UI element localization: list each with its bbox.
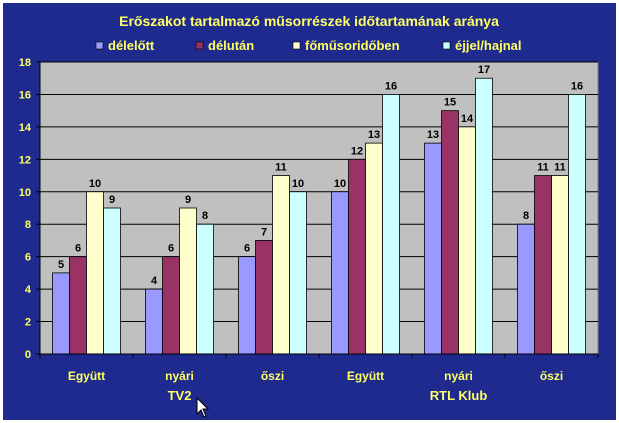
bar-2-1 <box>179 207 197 355</box>
legend-label: délután <box>208 38 254 53</box>
value-label: 13 <box>368 129 380 141</box>
legend-label: éjjel/hajnal <box>455 38 521 53</box>
value-label: 11 <box>554 162 566 174</box>
value-label: 9 <box>185 194 191 206</box>
x-tick-label: őszi <box>261 369 284 383</box>
value-label: 4 <box>151 275 158 287</box>
value-label: 6 <box>168 243 174 255</box>
bar-3-3 <box>382 94 400 355</box>
value-label: 12 <box>351 145 363 157</box>
bar-2-3 <box>365 142 383 355</box>
value-label: 16 <box>571 80 583 92</box>
bar-2-0 <box>86 191 104 355</box>
y-tick-label: 2 <box>25 317 31 329</box>
bar-1-2 <box>255 240 273 355</box>
bar-1-0 <box>69 256 87 355</box>
bar-3-1 <box>196 223 214 355</box>
y-tick-label: 0 <box>25 349 31 361</box>
bar-3-2 <box>289 191 307 355</box>
value-label: 13 <box>427 129 439 141</box>
y-tick-label: 14 <box>19 122 32 134</box>
value-label: 10 <box>292 178 304 190</box>
legend-swatch <box>292 41 301 50</box>
legend-label: délelőtt <box>108 38 155 53</box>
bar-1-3 <box>348 158 366 355</box>
group-label: RTL Klub <box>430 388 488 403</box>
value-label: 10 <box>89 178 101 190</box>
group-label: TV2 <box>168 388 192 403</box>
x-tick-label: őszi <box>540 369 563 383</box>
bar-0-3 <box>331 191 349 355</box>
bar-3-4 <box>475 77 493 355</box>
bar-1-4 <box>441 110 459 355</box>
legend: délelőtt délután főműsoridőben éjjel/hajnal <box>95 38 521 53</box>
value-label: 6 <box>75 243 81 255</box>
value-label: 15 <box>444 97 456 109</box>
bar-2-5 <box>551 175 569 355</box>
value-label: 16 <box>385 80 397 92</box>
x-tick-label: nyári <box>165 369 194 383</box>
bar-1-1 <box>162 256 180 355</box>
value-label: 17 <box>478 64 490 76</box>
bar-2-4 <box>458 126 476 355</box>
value-label: 9 <box>109 194 115 206</box>
y-tick-label: 6 <box>25 252 31 264</box>
chart-title: Erőszakot tartalmazó műsorrészek időtart… <box>119 13 499 29</box>
value-label: 11 <box>275 162 287 174</box>
x-tick-label: Együtt <box>347 369 384 383</box>
x-tick-label: Együtt <box>68 369 105 383</box>
legend-swatch <box>195 41 204 50</box>
bar-0-4 <box>424 142 442 355</box>
x-axis: Együtt nyári őszi Együtt nyári őszi TV2 RTL Klu… <box>39 353 599 403</box>
plot-area <box>39 61 599 355</box>
value-label: 11 <box>537 162 549 174</box>
value-label: 14 <box>461 113 474 125</box>
value-label: 8 <box>523 210 529 222</box>
value-label: 6 <box>244 243 250 255</box>
y-tick-label: 8 <box>25 219 31 231</box>
y-tick-label: 12 <box>19 154 31 166</box>
bar-0-0 <box>52 272 70 355</box>
y-tick-label: 18 <box>19 57 31 69</box>
bar-0-5 <box>517 223 535 355</box>
value-label: 8 <box>202 210 208 222</box>
bar-1-5 <box>534 175 552 355</box>
legend-label: főműsoridőben <box>305 38 400 53</box>
y-axis: 0 2 4 6 8 10 12 14 16 18 <box>19 57 41 361</box>
bar-2-2 <box>272 175 290 355</box>
gridlines <box>40 61 598 323</box>
mouse-pointer-icon <box>196 396 210 418</box>
legend-swatch <box>442 41 451 50</box>
bar-3-0 <box>103 207 121 355</box>
value-label: 5 <box>58 259 64 271</box>
value-label: 7 <box>261 226 267 238</box>
bar-0-2 <box>238 256 256 355</box>
legend-swatch <box>95 41 104 50</box>
y-tick-label: 16 <box>19 89 31 101</box>
y-tick-label: 4 <box>25 284 32 296</box>
bars <box>52 77 586 355</box>
x-tick-label: nyári <box>444 369 473 383</box>
bar-3-5 <box>568 94 586 355</box>
value-label: 10 <box>334 178 346 190</box>
y-tick-label: 10 <box>19 187 31 199</box>
bar-0-1 <box>145 288 163 355</box>
